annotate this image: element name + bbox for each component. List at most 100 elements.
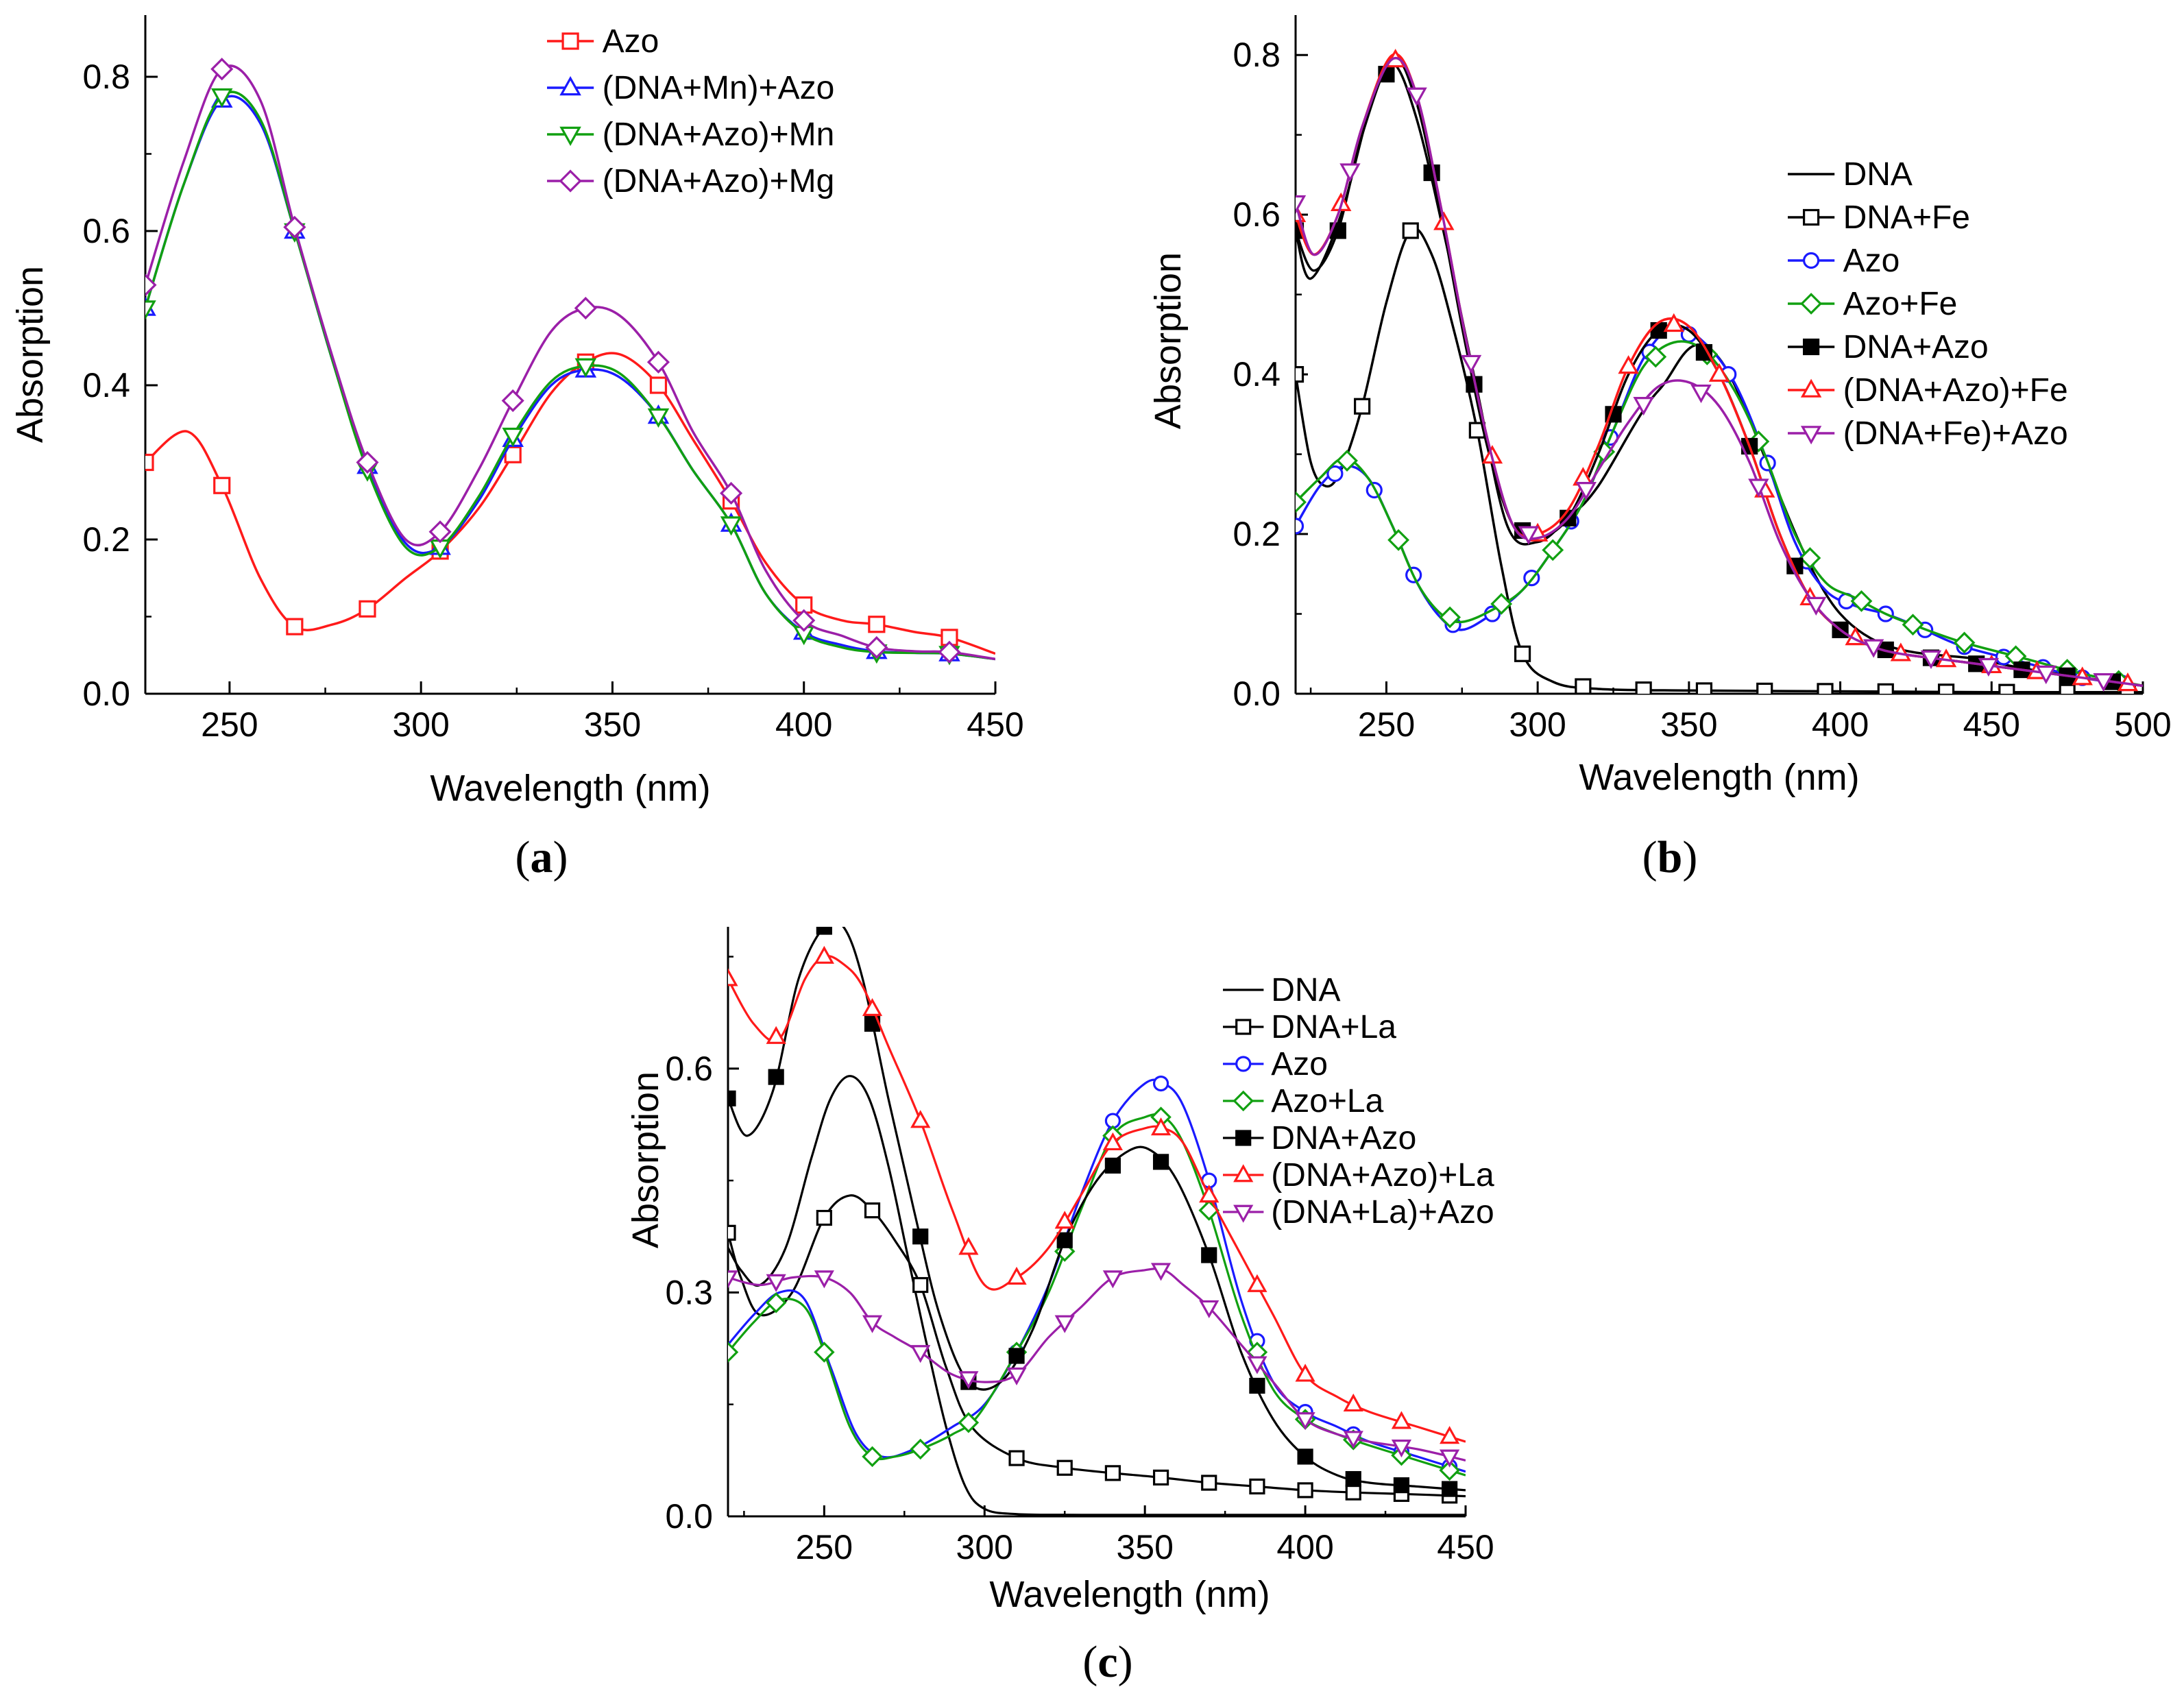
data-point — [1201, 1475, 1217, 1491]
panel-label: (b) — [1642, 832, 1698, 882]
data-point — [1297, 1448, 1313, 1465]
legend-label: Azo — [603, 23, 659, 60]
data-point — [816, 927, 832, 935]
data-point — [1748, 478, 1769, 498]
panel-label-close: ) — [553, 832, 568, 882]
data-point — [864, 1202, 881, 1219]
data-point — [862, 1446, 883, 1468]
y-tick-label: 0.0 — [1233, 675, 1281, 713]
legend: DNADNA+LaAzoAzo+LaDNA+Azo(DNA+Azo)+La(DN… — [1223, 972, 1494, 1230]
legend-entry: DNA+Azo — [1788, 329, 1989, 365]
legend-label: (DNA+La)+Azo — [1271, 1194, 1494, 1230]
data-point — [210, 88, 233, 108]
data-point — [1406, 87, 1427, 106]
y-tick-label: 0.8 — [1233, 36, 1281, 74]
legend-marker — [1233, 1204, 1254, 1223]
data-point — [910, 1345, 931, 1363]
series-line — [145, 90, 995, 661]
data-point — [768, 1069, 784, 1085]
data-point — [1439, 1459, 1460, 1481]
x-tick-label: 300 — [956, 1528, 1013, 1566]
y-axis-title: Absorption — [625, 1071, 666, 1248]
x-tick-label: 300 — [1509, 705, 1566, 744]
chart-panel-a: Wavelength (nm) Absorption (a) 250 300 350… — [10, 15, 1024, 882]
data-point — [502, 427, 524, 448]
x-axis-title: Wavelength (nm) — [1579, 757, 1859, 798]
data-point — [912, 1276, 929, 1294]
series-DNA+La — [728, 1194, 1466, 1504]
data-point — [1575, 482, 1597, 501]
panel-label-open: ( — [1642, 832, 1658, 882]
series-(DNA+La)+Azo — [728, 1263, 1466, 1468]
legend-label: DNA+La — [1271, 1009, 1396, 1045]
legend: DNA DNA+Fe Azo Azo+Fe DNA+Azo (DNA+Azo)+Fe (DN… — [1788, 156, 2068, 452]
data-point — [1708, 363, 1730, 382]
plot-area — [145, 58, 995, 666]
legend-label: DNA+Azo — [1271, 1120, 1416, 1156]
legend-entry: Azo — [1788, 243, 1900, 279]
data-point — [912, 1228, 929, 1245]
data-point — [649, 376, 668, 394]
series-(DNA+Fe)+Azo — [1296, 56, 2143, 692]
legend-marker — [1235, 1019, 1252, 1035]
legend-marker — [1800, 378, 1822, 398]
legend-marker — [1233, 1164, 1254, 1182]
x-tick-label: 350 — [1660, 705, 1717, 744]
legend-entry: DNA — [1223, 972, 1341, 1008]
legend-label: DNA — [1271, 972, 1340, 1008]
panel-label-close: ) — [1118, 1637, 1133, 1687]
data-point — [1442, 1481, 1458, 1497]
data-point — [283, 215, 306, 239]
series-line — [1296, 227, 2143, 694]
data-point — [210, 58, 234, 81]
legend-marker — [1803, 208, 1820, 226]
legend-marker — [561, 32, 579, 50]
data-point — [958, 1371, 979, 1390]
legend-label: Azo — [1843, 243, 1900, 279]
data-point — [1102, 1270, 1123, 1289]
data-point — [910, 1110, 931, 1128]
data-point — [1297, 1482, 1313, 1499]
data-point — [1806, 596, 1827, 616]
series-line — [145, 64, 995, 661]
data-point — [1690, 384, 1712, 404]
x-tick-label: 250 — [796, 1528, 853, 1566]
legend-marker — [559, 75, 581, 96]
data-point — [145, 300, 156, 320]
legend-label: DNA+Fe — [1843, 199, 1970, 236]
data-point — [1150, 1263, 1172, 1281]
x-tick-label: 500 — [2114, 705, 2171, 744]
data-point — [1345, 1470, 1361, 1488]
y-axis-title: Absorption — [10, 266, 51, 443]
legend-label: (DNA+Mn)+Azo — [603, 70, 835, 106]
data-point — [1296, 518, 1305, 535]
legend-entry: (DNA+Mn)+Azo — [547, 70, 834, 106]
data-point — [286, 618, 304, 635]
data-point — [728, 1270, 738, 1289]
series-line — [728, 1113, 1466, 1477]
data-point — [1295, 1363, 1315, 1382]
data-point — [1006, 1367, 1027, 1385]
legend-marker — [559, 126, 581, 147]
data-point — [1249, 1377, 1265, 1394]
data-point — [1104, 1157, 1121, 1174]
series-line — [728, 1194, 1466, 1498]
data-point — [1152, 1154, 1169, 1170]
data-point — [1645, 345, 1667, 368]
legend-marker — [1235, 1130, 1252, 1146]
legend-marker — [1803, 338, 1820, 356]
data-point — [1295, 1412, 1315, 1431]
legend-entry: (DNA+Azo)+Mn — [547, 117, 834, 153]
data-point — [1998, 683, 2015, 694]
legend-label: (DNA+Azo)+Mg — [603, 163, 835, 199]
y-tick-label: 0.0 — [665, 1497, 713, 1536]
data-point — [1695, 682, 1713, 694]
data-point — [1336, 450, 1358, 472]
panel-letter: a — [531, 832, 553, 882]
series-(DNA+Azo)+Mg — [145, 58, 995, 664]
x-tick-label: 450 — [967, 705, 1023, 744]
x-axis-title: Wavelength (nm) — [430, 768, 710, 809]
x-tick-label: 450 — [1963, 705, 2020, 744]
chart-panel-c: Wavelength (nm) Absorption (c) 250 300 350… — [625, 927, 1494, 1687]
data-point — [720, 516, 742, 536]
